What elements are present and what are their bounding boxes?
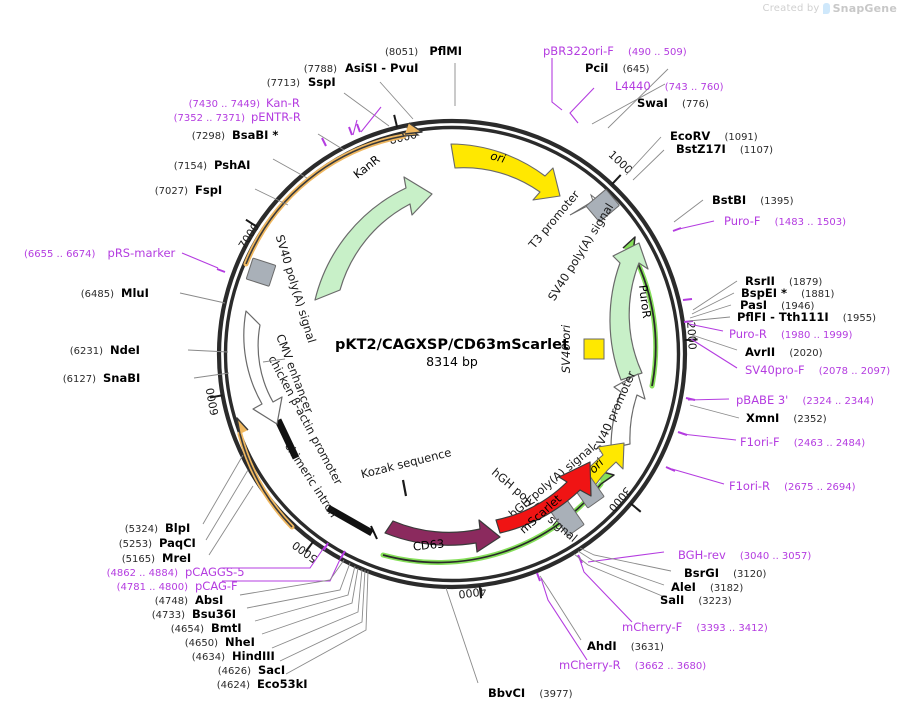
tick-label-1000: 1000 — [606, 148, 635, 177]
orf-arc-kanr — [243, 122, 423, 267]
feature-label-sv40-polya-left: SV40 poly(A) signal — [273, 233, 319, 344]
feature-label-sv40-ori: SV40 ori — [559, 324, 573, 373]
feature-sv40-ori: SV40 ori — [559, 324, 605, 373]
feature-label-kozak: Kozak sequence — [359, 445, 452, 481]
feature-label-ori: ori — [489, 148, 508, 166]
tick-label-4000: 4000 — [458, 584, 487, 600]
page-title: pKT2/CAGXSP/CD63mScarlet — [335, 337, 569, 353]
feature-arrow-ori: ori — [450, 143, 561, 201]
snapgene-watermark: Created by SnapGene — [763, 2, 897, 15]
feature-arrow-cd63: CD63 — [384, 519, 501, 554]
feature-kozak-sequence: Kozak sequence — [359, 445, 453, 497]
feature-arrow-kanr: KanR — [314, 152, 433, 301]
tick-label-3000: 3000 — [606, 484, 634, 514]
feature-arrow-sv40-promoter: SV40 promoter — [590, 369, 646, 454]
snapgene-logo-icon — [822, 3, 830, 14]
watermark-prefix: Created by — [762, 3, 820, 14]
orf-arc-lower-left — [236, 417, 295, 530]
watermark-brand: SnapGene — [832, 2, 897, 15]
plasmid-backbone — [216, 118, 688, 590]
feature-label-cd63: CD63 — [412, 536, 445, 553]
feature-arrow-puror: PuroR — [609, 242, 654, 381]
leader-lines — [179, 58, 740, 684]
site-markers — [216, 123, 696, 582]
plasmid-size: 8314 bp — [426, 354, 478, 369]
feature-label-kanr: KanR — [351, 152, 383, 181]
feature-label-puror: PuroR — [636, 284, 654, 319]
tick-label-6000: 6000 — [204, 387, 222, 417]
tick-label-2000: 2000 — [684, 321, 699, 350]
